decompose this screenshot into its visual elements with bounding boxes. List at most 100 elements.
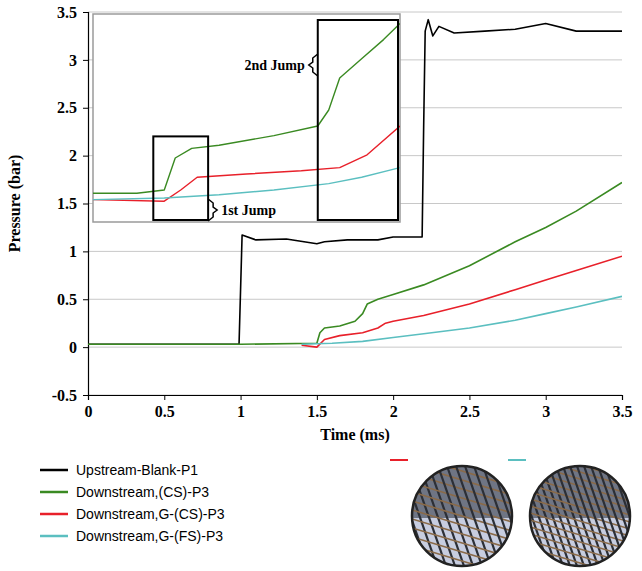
mesh-wire [412,420,512,450]
annotation-label: 1st Jump [221,203,276,218]
mesh-wire [330,466,365,566]
y-tick-mark [83,12,88,13]
y-tick: 2.5 [57,99,88,116]
y-tick: 0 [69,339,88,356]
grid-line [88,251,622,252]
y-tick: 1.5 [57,195,88,212]
legend-swatch [40,513,68,516]
annotation-label: 2nd Jump [244,58,305,73]
y-tick-label: 0 [69,339,77,356]
mesh-wire [412,429,512,459]
y-tick-label: 1.5 [57,195,77,212]
mesh-wire [412,447,512,477]
y-tick-mark [83,395,88,396]
mesh-wire [393,466,428,566]
mesh-wire [465,466,500,566]
x-tick: 2 [390,395,398,420]
mesh-wire [366,466,401,566]
annotation-brace [309,54,318,76]
y-tick-mark [83,251,88,252]
mesh-wire [530,380,630,410]
mesh-wire [375,466,410,566]
x-tick: 3.5 [613,395,633,420]
series-line [93,126,400,201]
y-tick: 0.5 [57,291,88,308]
mesh-wire [530,394,630,424]
mesh-wire [563,466,598,566]
y-tick: 1 [69,243,88,260]
mesh-wire [437,466,472,566]
mesh-wire [474,466,509,566]
mesh-wire [348,466,383,566]
y-tick: 2 [69,147,88,164]
mesh-wire [530,436,630,466]
y-tick-label: 2.5 [57,99,77,116]
x-tick: 2.5 [460,395,480,420]
mesh-wire [549,466,584,566]
y-tick-label: 1 [69,243,77,260]
x-tick-label: 1 [237,403,245,420]
y-tick-mark [83,204,88,205]
mesh-wire [507,466,542,566]
legend-swatch [40,491,68,494]
mesh-wire [530,534,630,564]
annotation-box [153,136,208,220]
y-tick-label: 2 [69,147,77,164]
mesh-wire [412,528,512,558]
mesh-wire [530,443,630,473]
x-tick: 3 [542,395,550,420]
mesh-wire [321,466,356,566]
x-tick-label: 0 [85,403,93,420]
photo-rim [412,466,512,566]
x-tick-mark [546,395,547,400]
x-tick: 1.5 [307,395,327,420]
x-tick-mark [622,395,623,400]
annotation-label-bg [242,57,307,74]
mesh-wire [357,466,392,566]
mesh-wire [542,466,577,566]
mesh-wire [412,510,512,540]
x-tick-mark [469,395,470,400]
legend-label: Downstream,G-(CS)-P3 [76,506,225,522]
mesh-wire [530,422,630,452]
mesh-wire [451,466,486,566]
series-line [302,256,622,347]
x-tick-mark [241,395,242,400]
y-tick-mark [83,60,88,61]
x-axis: 00.511.522.533.5 [85,395,633,420]
annotations: 1st Jump 2nd Jump [153,20,398,221]
y-axis-line [83,13,89,396]
annotation-label-bg [219,202,278,219]
inset-frame [93,14,400,222]
mesh-wire [444,466,479,566]
photo-bg-light [530,518,630,568]
mesh-wire [486,466,521,566]
mesh-wire [479,466,514,566]
mesh-wire [312,466,347,566]
x-axis-line [89,396,623,401]
x-axis-title: Time (ms) [320,426,389,444]
mesh-wire [530,401,630,431]
mesh-wire [412,366,512,396]
mesh-wire [493,466,528,566]
legend-label: Downstream,G-(FS)-P3 [76,528,223,544]
mesh-photo [312,366,545,571]
inset: 1st Jump 2nd Jump [93,14,400,222]
photo-marker [390,459,408,461]
legend-label: Upstream-Blank-P1 [76,462,198,478]
series-line [302,296,622,344]
mesh-wire [530,366,630,396]
photo-rim [530,466,630,566]
annotation-box [318,20,398,220]
x-tick: 0 [85,395,93,420]
x-tick-label: 3.5 [613,403,633,420]
mesh-wire [412,474,512,504]
grid [88,12,622,395]
y-tick-mark [83,347,88,348]
grid-line [88,299,622,300]
inset-lines [93,24,400,202]
y-tick-label: 0.5 [57,291,77,308]
mesh-wire [605,466,640,566]
y-tick-mark [83,156,88,157]
y-tick-label: 3 [69,51,77,68]
